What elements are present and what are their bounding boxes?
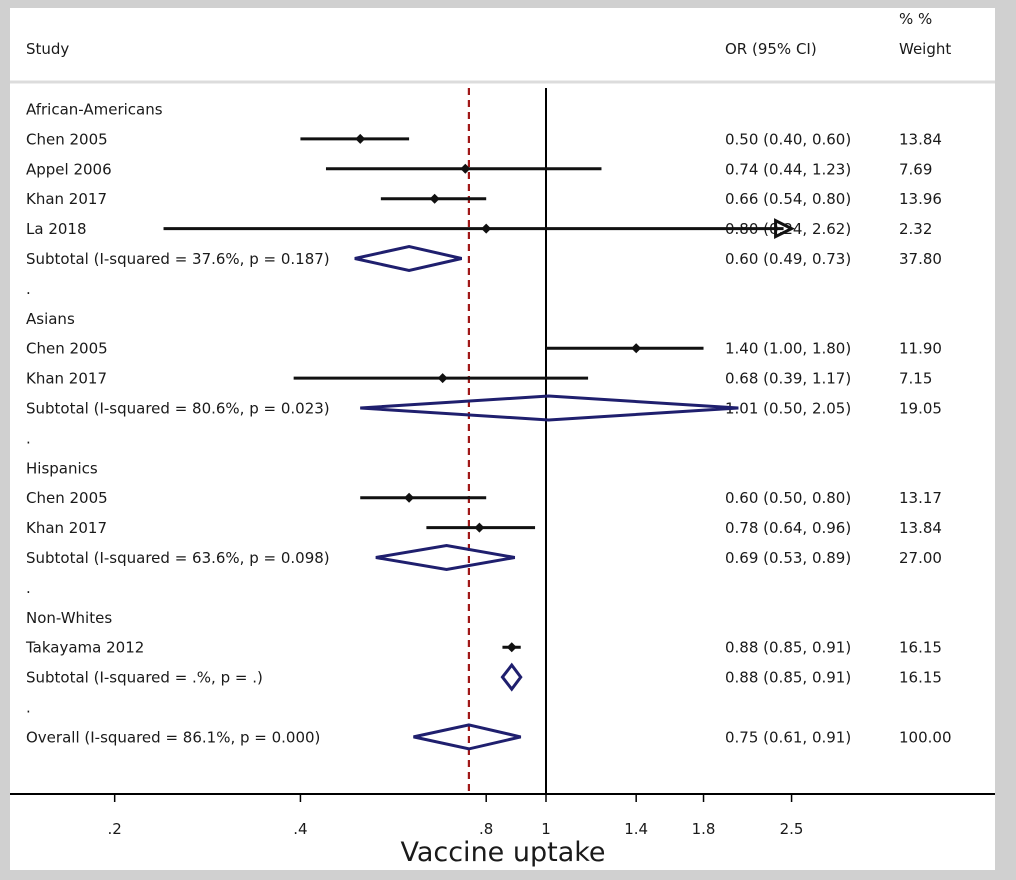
forest-rows: African-Americans Chen 2005 0.50 (0.40, 0.… <box>25 88 952 794</box>
subtotal-diamond <box>360 394 739 422</box>
x-tick-label: 1 <box>541 820 551 838</box>
row-weight: 2.32 <box>899 220 932 238</box>
row-or-ci: 0.60 (0.49, 0.73) <box>725 250 851 268</box>
percent-header: % % <box>899 10 932 28</box>
x-tick-label: 1.4 <box>624 820 648 838</box>
point-estimate <box>404 492 415 503</box>
row-label-study: Khan 2017 <box>26 370 107 388</box>
row-label-group: African-Americans <box>26 101 163 119</box>
row-label-dot: . <box>26 579 31 597</box>
row-weight: 7.15 <box>899 370 932 388</box>
row-label-subtotal: Subtotal (I-squared = 80.6%, p = 0.023) <box>26 400 330 418</box>
row-label-subtotal: Subtotal (I-squared = 63.6%, p = 0.098) <box>26 549 330 567</box>
row-weight: 7.69 <box>899 160 932 178</box>
row-weight: 16.15 <box>899 669 942 687</box>
x-axis: .2 .4 .8 1 1.4 1.8 2.5 <box>10 793 995 838</box>
point-estimate <box>631 343 642 354</box>
row-label-group: Asians <box>26 310 75 328</box>
point-estimate <box>437 373 448 384</box>
row-or-ci: 1.01 (0.50, 2.05) <box>725 400 851 418</box>
forest-plot: Study OR (95% CI) % % Weight African-Ame… <box>10 10 995 868</box>
x-tick-label: 2.5 <box>780 820 804 838</box>
row-label-study: Khan 2017 <box>26 519 107 537</box>
row-weight: 37.80 <box>899 250 942 268</box>
row-or-ci: 0.60 (0.50, 0.80) <box>725 489 851 507</box>
point-estimate <box>481 223 492 234</box>
row-weight: 13.84 <box>899 130 942 148</box>
x-tick-label: .4 <box>293 820 307 838</box>
subtotal-diamond <box>354 244 462 273</box>
overall-diamond <box>413 723 522 751</box>
row-weight: 19.05 <box>899 400 942 418</box>
point-estimate <box>506 642 517 653</box>
row-label-study: Chen 2005 <box>26 130 108 148</box>
row-or-ci: 0.74 (0.44, 1.23) <box>725 160 851 178</box>
row-weight: 16.15 <box>899 639 942 657</box>
row-label-subtotal: Subtotal (I-squared = .%, p = .) <box>26 669 263 687</box>
row-label-study: Chen 2005 <box>26 489 108 507</box>
row-or-ci: 0.78 (0.64, 0.96) <box>725 519 851 537</box>
point-estimate <box>429 193 440 204</box>
x-axis-title: Vaccine uptake <box>400 837 605 868</box>
x-tick-label: .2 <box>108 820 122 838</box>
row-or-ci: 0.75 (0.61, 0.91) <box>725 728 851 746</box>
study-column-header: Study <box>26 40 69 58</box>
row-or-ci: 1.40 (1.00, 1.80) <box>725 340 851 358</box>
row-label-study: La 2018 <box>26 220 87 238</box>
point-estimate <box>355 133 366 144</box>
forest-plot-panel: Study OR (95% CI) % % Weight African-Ame… <box>10 8 995 870</box>
row-weight: 13.96 <box>899 190 942 208</box>
ci-arrow <box>774 218 795 240</box>
row-or-ci: 0.66 (0.54, 0.80) <box>725 190 851 208</box>
row-weight: 11.90 <box>899 340 942 358</box>
row-label-overall: Overall (I-squared = 86.1%, p = 0.000) <box>26 728 320 746</box>
row-label-group: Non-Whites <box>26 609 112 627</box>
x-tick-label: .8 <box>479 820 493 838</box>
row-label-study: Khan 2017 <box>26 190 107 208</box>
row-label-study: Appel 2006 <box>26 160 112 178</box>
row-or-ci: 0.68 (0.39, 1.17) <box>725 370 851 388</box>
or-ci-column-header: OR (95% CI) <box>725 40 817 58</box>
row-or-ci: 0.69 (0.53, 0.89) <box>725 549 851 567</box>
weight-column-header: Weight <box>899 40 951 58</box>
row-label-subtotal: Subtotal (I-squared = 37.6%, p = 0.187) <box>26 250 330 268</box>
point-estimate <box>460 163 471 174</box>
row-weight: 13.84 <box>899 519 942 537</box>
subtotal-diamond <box>500 662 523 692</box>
x-tick-label: 1.8 <box>692 820 716 838</box>
subtotal-diamond <box>375 543 516 572</box>
row-label-dot: . <box>26 699 31 717</box>
row-label-group: Hispanics <box>26 459 98 477</box>
point-estimate <box>474 522 485 533</box>
row-label-dot: . <box>26 429 31 447</box>
row-label-study: Chen 2005 <box>26 340 108 358</box>
row-weight: 100.00 <box>899 728 952 746</box>
row-label-study: Takayama 2012 <box>25 639 144 657</box>
row-weight: 27.00 <box>899 549 942 567</box>
row-or-ci: 0.50 (0.40, 0.60) <box>725 130 851 148</box>
row-or-ci: 0.88 (0.85, 0.91) <box>725 639 851 657</box>
row-or-ci: 0.88 (0.85, 0.91) <box>725 669 851 687</box>
row-weight: 13.17 <box>899 489 942 507</box>
row-label-dot: . <box>26 280 31 298</box>
